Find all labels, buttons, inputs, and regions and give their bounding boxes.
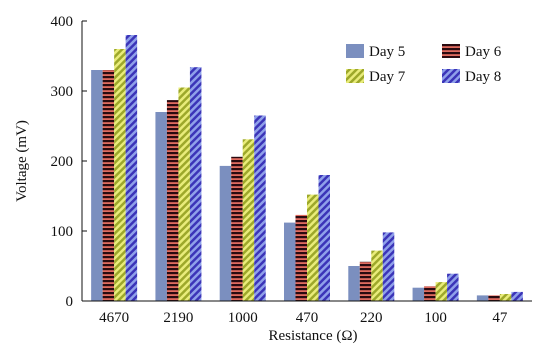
y-tick-label: 200 [51,154,74,170]
bar-day-5-47 [476,295,489,301]
legend: Day 5 Day 6 Day 7 Day 8 [346,44,502,85]
legend-label: Day 5 [369,44,405,60]
bar-day-5-100 [412,287,425,301]
bar-day-7-2190 [178,87,190,301]
bar-day-5-470 [284,222,296,301]
legend-swatch-day-8 [442,69,460,83]
y-tick-label: 0 [66,294,74,310]
bar-day-8-4670 [125,35,138,301]
legend-swatch-day-7 [346,69,364,83]
bar-day-5-1000 [219,165,232,301]
bar-day-6-220 [359,261,372,301]
x-tick-label: 4670 [99,310,129,326]
y-tick-label: 400 [51,14,74,30]
legend-label: Day 7 [369,69,406,85]
bar-day-8-47 [511,291,523,301]
bar-day-8-1000 [254,115,266,301]
bar-day-8-470 [318,175,330,301]
x-tick-label: 100 [424,310,447,326]
y-tick-label: 100 [51,224,74,240]
bar-day-5-220 [348,266,360,301]
bar-day-7-220 [371,250,383,301]
y-tick-label: 300 [51,84,74,100]
bar-day-6-47 [488,295,500,301]
x-axis-title: Resistance (Ω) [268,328,357,344]
bar-day-7-47 [499,294,512,301]
bar-day-5-4670 [91,70,103,301]
x-tick-label: 1000 [228,310,258,326]
legend-swatch-day-6 [442,44,460,58]
y-ticks: 0 100 200 300 400 [51,14,87,310]
bar-day-6-4670 [102,70,115,301]
x-tick-label: 220 [360,310,383,326]
bar-day-7-1000 [242,139,255,301]
x-ticks: 4670 2190 1000 470 220 100 47 [99,310,508,326]
bar-day-8-100 [447,273,459,301]
bars-layer [91,35,523,301]
bar-day-5-2190 [155,112,167,301]
bar-day-6-2190 [166,100,179,301]
legend-swatch-day-5 [346,44,364,58]
x-tick-label: 470 [296,310,319,326]
x-tick-label: 47 [492,310,508,326]
bar-day-6-470 [295,214,307,301]
bar-day-7-4670 [114,49,126,301]
legend-label: Day 8 [465,69,501,85]
y-axis-title: Voltage (mV) [14,120,30,202]
bar-day-7-470 [307,194,319,301]
legend-label: Day 6 [465,44,502,60]
bar-day-6-1000 [231,156,243,301]
bar-day-6-100 [424,286,436,301]
x-tick-label: 2190 [163,310,193,326]
bar-day-8-220 [382,232,395,301]
bar-day-7-100 [435,282,448,301]
bar-day-8-2190 [189,67,202,301]
